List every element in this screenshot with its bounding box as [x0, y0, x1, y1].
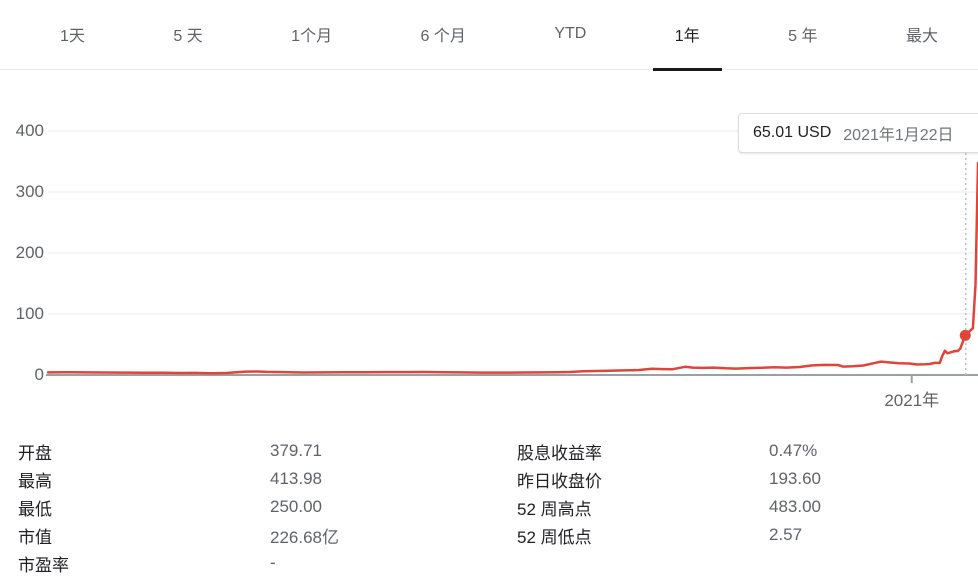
tooltip-price: 65.01 USD	[753, 124, 832, 141]
x-axis-tick-label: 2021年	[884, 391, 940, 410]
hover-point-dot	[959, 329, 971, 341]
price-chart[interactable]	[0, 70, 978, 410]
tab-1y[interactable]: 1年	[652, 0, 722, 71]
stat-label: 52 周低点	[517, 527, 592, 547]
price-line[interactable]	[46, 161, 978, 375]
tab-1d[interactable]: 1天	[60, 28, 85, 45]
stat-row-pe-ratio: 市盈率 -	[18, 549, 488, 577]
stat-value: -	[270, 553, 276, 572]
stat-value: 483.00	[769, 497, 821, 516]
key-stats-left-column: 开盘 379.71 最高 413.98 最低 250.00 市值 226.68亿…	[18, 437, 488, 577]
stat-value: 0.47%	[769, 441, 818, 460]
stat-row-open: 开盘 379.71	[18, 437, 488, 465]
stat-row-52w-low: 52 周低点 2.57	[517, 521, 972, 549]
tab-5d[interactable]: 5 天	[173, 28, 203, 45]
stat-row-prev-close: 昨日收盘价 193.60	[517, 465, 972, 493]
stat-label: 市盈率	[18, 555, 69, 575]
tab-1m[interactable]: 1个月	[291, 28, 333, 45]
tab-6m[interactable]: 6 个月	[420, 28, 466, 45]
price-tooltip: 65.01 USD 2021年1月22日	[738, 113, 978, 153]
tab-5y[interactable]: 5 年	[788, 28, 818, 45]
tab-max[interactable]: 最大	[905, 28, 938, 45]
price-chart-region[interactable]: 0 100 200 300 400 2021年 65.01 USD 2021年1月22日	[0, 70, 978, 410]
stat-label: 市值	[18, 527, 52, 547]
stat-row-low: 最低 250.00	[18, 493, 488, 521]
stat-row-52w-high: 52 周高点 483.00	[517, 493, 972, 521]
stat-label: 最低	[18, 499, 52, 519]
time-range-tabs: 1天 5 天 1个月 6 个月 YTD 1年 5 年 最大	[0, 0, 978, 71]
stat-label: 股息收益率	[517, 443, 602, 463]
tooltip-date: 2021年1月22日	[843, 127, 954, 144]
stat-value: 193.60	[769, 469, 821, 488]
stat-value: 413.98	[270, 469, 322, 488]
stat-row-high: 最高 413.98	[18, 465, 488, 493]
y-axis-tick-label: 100	[15, 304, 44, 323]
stat-label: 昨日收盘价	[517, 471, 602, 491]
key-stats-right-column: 股息收益率 0.47% 昨日收盘价 193.60 52 周高点 483.00 5…	[517, 437, 972, 549]
stat-label: 最高	[18, 471, 52, 491]
tab-ytd[interactable]: YTD	[554, 25, 587, 42]
y-axis-tick-label: 0	[34, 365, 44, 384]
stat-value: 226.68亿	[270, 527, 339, 547]
stat-value: 2.57	[769, 525, 803, 544]
stat-label: 开盘	[18, 443, 52, 463]
stat-value: 379.71	[270, 441, 322, 460]
y-axis-tick-label: 200	[15, 243, 44, 262]
y-axis-tick-label: 400	[15, 121, 44, 140]
stat-row-dividend-yield: 股息收益率 0.47%	[517, 437, 972, 465]
stat-row-market-cap: 市值 226.68亿	[18, 521, 488, 549]
stat-label: 52 周高点	[517, 499, 592, 519]
y-axis-tick-label: 300	[15, 182, 44, 201]
stat-value: 250.00	[270, 497, 322, 516]
